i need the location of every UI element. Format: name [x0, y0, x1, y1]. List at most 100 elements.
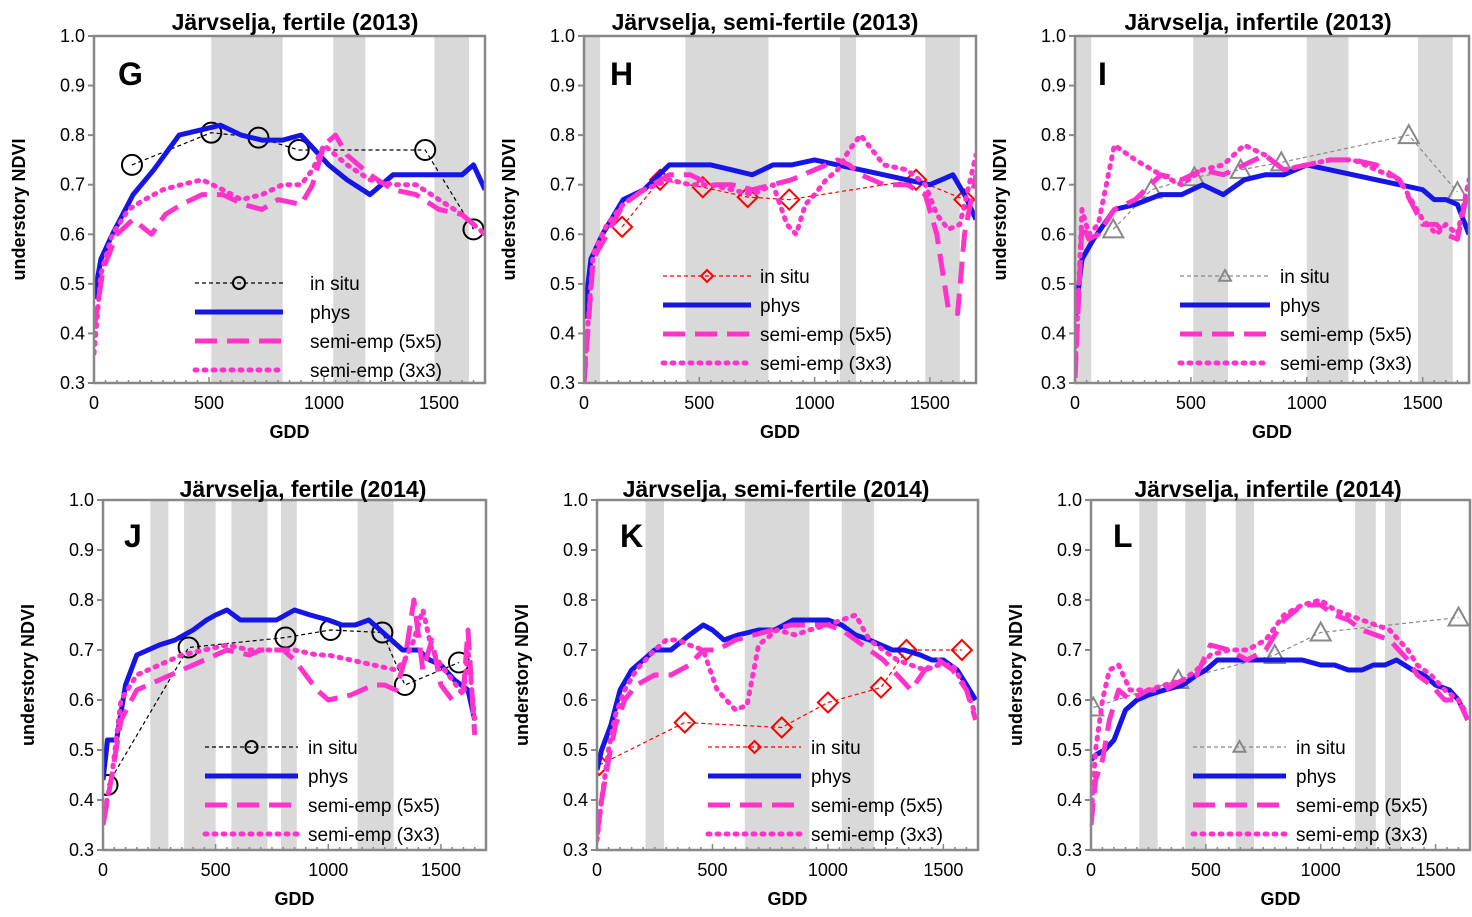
y-axis-label: understory NDVI [1006, 604, 1026, 746]
data-point [414, 139, 437, 162]
y-tick-label: 0.7 [60, 175, 85, 195]
shaded-band [231, 500, 268, 850]
series-line-semi-emp-3x3- [94, 142, 485, 356]
legend: in situ phys semi-emp (5x5) semi-emp (3x3) [1177, 267, 1412, 375]
y-tick-label: 0.6 [563, 690, 588, 710]
y-axis-label: understory NDVI [990, 138, 1010, 280]
legend-label: phys [760, 296, 800, 317]
y-tick-label: 0.8 [60, 125, 85, 145]
y-tick-label: 0.5 [69, 740, 94, 760]
panel-title: Järvselja, fertile (2014) [180, 476, 427, 502]
y-tick-label: 0.8 [550, 125, 575, 145]
y-tick-label: 0.6 [550, 224, 575, 244]
series-line-in-situ [106, 629, 460, 786]
legend: in situ phys semi-emp (5x5) semi-emp (3x3) [192, 274, 442, 382]
y-tick-label: 0.5 [60, 274, 85, 294]
y-tick-label: 0.8 [1041, 125, 1066, 145]
x-tick-label: 0 [592, 860, 602, 880]
y-tick-label: 0.6 [60, 224, 85, 244]
x-tick-label: 500 [194, 393, 224, 413]
data-point [371, 621, 394, 644]
y-tick-label: 0.7 [1041, 175, 1066, 195]
legend-marker [1217, 267, 1233, 282]
panel-letter: K [620, 518, 643, 554]
panel-title: Järvselja, semi-fertile (2014) [623, 476, 930, 502]
panel-letter: I [1098, 56, 1107, 92]
x-axis-label: GDD [270, 422, 310, 442]
y-tick-label: 0.3 [550, 373, 575, 393]
shaded-band [1193, 36, 1228, 383]
data-point [770, 716, 794, 739]
panel-title: Järvselja, infertile (2013) [1124, 9, 1391, 35]
data-point [1308, 620, 1333, 642]
series-group [1075, 123, 1469, 379]
y-tick-label: 0.3 [60, 373, 85, 393]
x-tick-label: 0 [98, 860, 108, 880]
y-tick-label: 0.6 [1057, 690, 1082, 710]
y-tick-label: 0.9 [1057, 540, 1082, 560]
data-point [1397, 123, 1421, 145]
y-tick-label: 0.3 [1041, 373, 1066, 393]
shaded-band [333, 36, 366, 383]
panel-title: Järvselja, semi-fertile (2013) [612, 9, 919, 35]
y-tick-label: 0.4 [563, 790, 588, 810]
y-tick-label: 0.7 [563, 640, 588, 660]
plot-frame [1089, 498, 1472, 852]
shaded-band [1306, 36, 1349, 383]
data-point [816, 691, 840, 714]
data-point [287, 139, 310, 162]
y-tick-label: 0.4 [60, 323, 85, 343]
data-point [274, 626, 297, 649]
y-tick-label: 0.9 [60, 76, 85, 96]
data-point [200, 121, 223, 144]
y-tick-label: 0.9 [69, 540, 94, 560]
legend-label: phys [1296, 767, 1336, 788]
x-tick-label: 500 [1191, 860, 1221, 880]
y-tick-label: 0.3 [563, 840, 588, 860]
legend-label: phys [308, 767, 348, 788]
x-axis-label: GDD [1252, 422, 1292, 442]
data-point [462, 218, 485, 241]
panel-k: 0.3 0.4 0.5 0.6 0.7 0.8 0.9 1.0 0 500 1000 1500 Järv… [512, 476, 980, 909]
y-tick-label: 0.3 [69, 840, 94, 860]
panel-g: 0.3 0.4 0.5 0.6 0.7 0.8 0.9 1.0 0 500 1000 1500 Järv… [9, 9, 487, 442]
series-line-semi-emp-5x5- [1091, 602, 1470, 826]
y-tick-label: 0.9 [563, 540, 588, 560]
data-point [393, 674, 416, 696]
panel-title: Järvselja, fertile (2013) [172, 9, 419, 35]
series-group [584, 132, 976, 383]
y-tick-label: 0.5 [1057, 740, 1082, 760]
legend-label: in situ [1296, 738, 1346, 759]
y-tick-label: 0.9 [550, 76, 575, 96]
legend-marker [699, 268, 715, 284]
legend-label: semi-emp (5x5) [811, 796, 943, 817]
x-tick-label: 1000 [304, 393, 344, 413]
shaded-band [685, 36, 769, 383]
y-tick-label: 0.8 [1057, 590, 1082, 610]
series-group [597, 612, 978, 843]
data-point [120, 153, 143, 176]
series-line-semi-emp-3x3- [597, 612, 978, 843]
x-tick-label: 1500 [1416, 860, 1456, 880]
legend-label: semi-emp (5x5) [308, 796, 440, 817]
shaded-band [280, 500, 297, 850]
plot-frame [595, 498, 980, 852]
series-line-semi-emp-3x3- [584, 132, 976, 381]
data-point [673, 711, 697, 734]
legend-label: semi-emp (3x3) [760, 354, 892, 375]
x-tick-label: 0 [1070, 393, 1080, 413]
shaded-band [1235, 500, 1255, 850]
legend-label: in situ [310, 274, 360, 295]
legend-marker [232, 276, 246, 290]
x-axis-label: GDD [760, 422, 800, 442]
legend-label: semi-emp (5x5) [1280, 325, 1412, 346]
panel-h: 0.3 0.4 0.5 0.6 0.7 0.8 0.9 1.0 0 500 1000 1500 Järv… [499, 9, 978, 442]
y-tick-label: 0.9 [1041, 76, 1066, 96]
legend-marker [1231, 738, 1248, 753]
series-line-semi-emp-3x3- [1075, 142, 1469, 376]
data-point [777, 188, 801, 211]
y-tick-label: 0.4 [1041, 323, 1066, 343]
x-tick-label: 1500 [1403, 393, 1443, 413]
y-tick-label: 1.0 [1057, 490, 1082, 510]
y-axis-label: understory NDVI [499, 138, 519, 280]
